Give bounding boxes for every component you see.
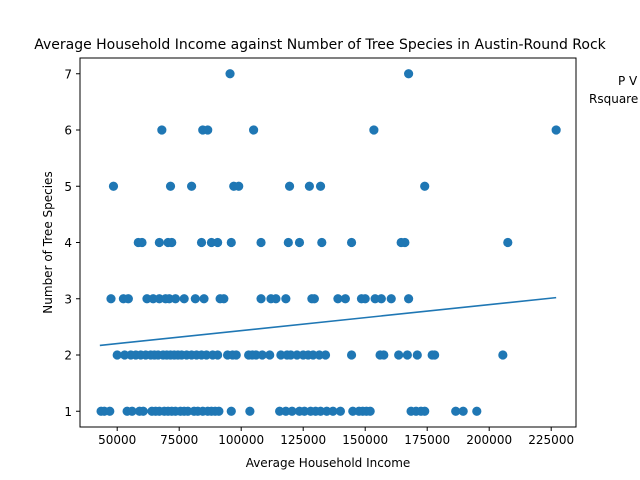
data-point — [498, 350, 508, 360]
data-point — [257, 350, 267, 360]
data-point — [369, 125, 379, 135]
data-point — [379, 350, 389, 360]
data-point — [219, 294, 229, 304]
y-tick-label: 3 — [64, 292, 72, 306]
chart-title: Average Household Income against Number … — [34, 37, 606, 53]
data-point — [346, 237, 357, 248]
data-point — [284, 181, 295, 191]
data-point — [170, 294, 181, 304]
data-point — [165, 181, 176, 191]
data-point — [472, 406, 482, 416]
data-point — [333, 294, 343, 304]
data-point — [309, 294, 319, 304]
data-point — [340, 294, 350, 304]
data-point — [386, 294, 396, 304]
data-point — [335, 406, 345, 416]
data-point — [105, 406, 115, 416]
data-point — [213, 237, 223, 248]
data-point — [365, 406, 375, 416]
data-point — [226, 406, 236, 416]
x-tick-label: 200000 — [466, 433, 512, 447]
x-tick-label: 125000 — [280, 433, 326, 447]
data-point — [265, 350, 275, 360]
data-point — [157, 125, 167, 135]
y-tick-label: 6 — [64, 124, 72, 138]
x-tick-label: 175000 — [404, 433, 450, 447]
y-tick-label: 5 — [64, 180, 72, 194]
data-point — [231, 350, 241, 360]
data-point — [203, 125, 213, 135]
y-tick-label: 1 — [64, 405, 72, 419]
data-point — [108, 181, 119, 191]
data-point — [376, 294, 386, 304]
data-point — [245, 406, 255, 416]
data-point — [190, 294, 200, 304]
data-point — [346, 350, 357, 360]
data-point — [213, 350, 223, 360]
stats-annotation-rsquare: Rsquare — [589, 92, 638, 106]
data-point — [225, 69, 235, 79]
data-point — [412, 350, 422, 360]
data-point — [283, 237, 293, 248]
data-point — [402, 350, 412, 360]
x-tick-label: 150000 — [342, 433, 388, 447]
data-point — [458, 406, 468, 416]
data-point — [420, 406, 430, 416]
data-point — [196, 237, 207, 248]
plot-area — [96, 69, 561, 416]
y-axis-label: Number of Tree Species — [41, 171, 55, 313]
data-point — [226, 237, 236, 248]
data-point — [256, 237, 266, 248]
data-point — [551, 125, 561, 135]
data-point — [154, 237, 164, 248]
data-point — [320, 350, 331, 360]
data-point — [360, 294, 370, 304]
x-axis-label: Average Household Income — [246, 456, 411, 470]
x-tick-label: 75000 — [160, 433, 198, 447]
data-point — [106, 294, 116, 304]
data-point — [214, 406, 224, 416]
x-tick-label: 225000 — [528, 433, 574, 447]
data-point — [199, 294, 209, 304]
data-point — [179, 294, 189, 304]
y-tick-label: 2 — [64, 349, 72, 363]
x-tick-label: 50000 — [98, 433, 136, 447]
data-point — [187, 181, 197, 191]
data-point — [234, 181, 244, 191]
y-tick-label: 4 — [64, 236, 72, 250]
axes-frame — [79, 57, 577, 428]
data-point — [137, 237, 147, 248]
regression-line — [99, 296, 557, 347]
data-point — [317, 237, 327, 248]
data-point — [400, 237, 410, 248]
data-point — [430, 350, 440, 360]
stats-annotation-pvalue: P V — [618, 74, 638, 88]
data-point — [138, 406, 148, 416]
y-tick-label: 7 — [64, 67, 72, 81]
data-point — [287, 406, 297, 416]
data-point — [394, 350, 404, 360]
data-point — [123, 294, 133, 304]
data-point — [404, 294, 414, 304]
data-point — [281, 294, 291, 304]
data-point — [294, 237, 305, 248]
data-point — [249, 125, 259, 135]
data-point — [503, 237, 513, 248]
data-point — [127, 406, 137, 416]
data-point — [315, 181, 326, 191]
x-tick-label: 100000 — [218, 433, 264, 447]
data-point — [420, 181, 430, 191]
data-point — [451, 406, 461, 416]
data-point — [328, 406, 338, 416]
data-point — [271, 294, 281, 304]
data-point — [404, 69, 414, 79]
data-point — [304, 181, 314, 191]
data-point — [256, 294, 266, 304]
data-point — [112, 350, 122, 360]
data-point — [167, 237, 177, 248]
